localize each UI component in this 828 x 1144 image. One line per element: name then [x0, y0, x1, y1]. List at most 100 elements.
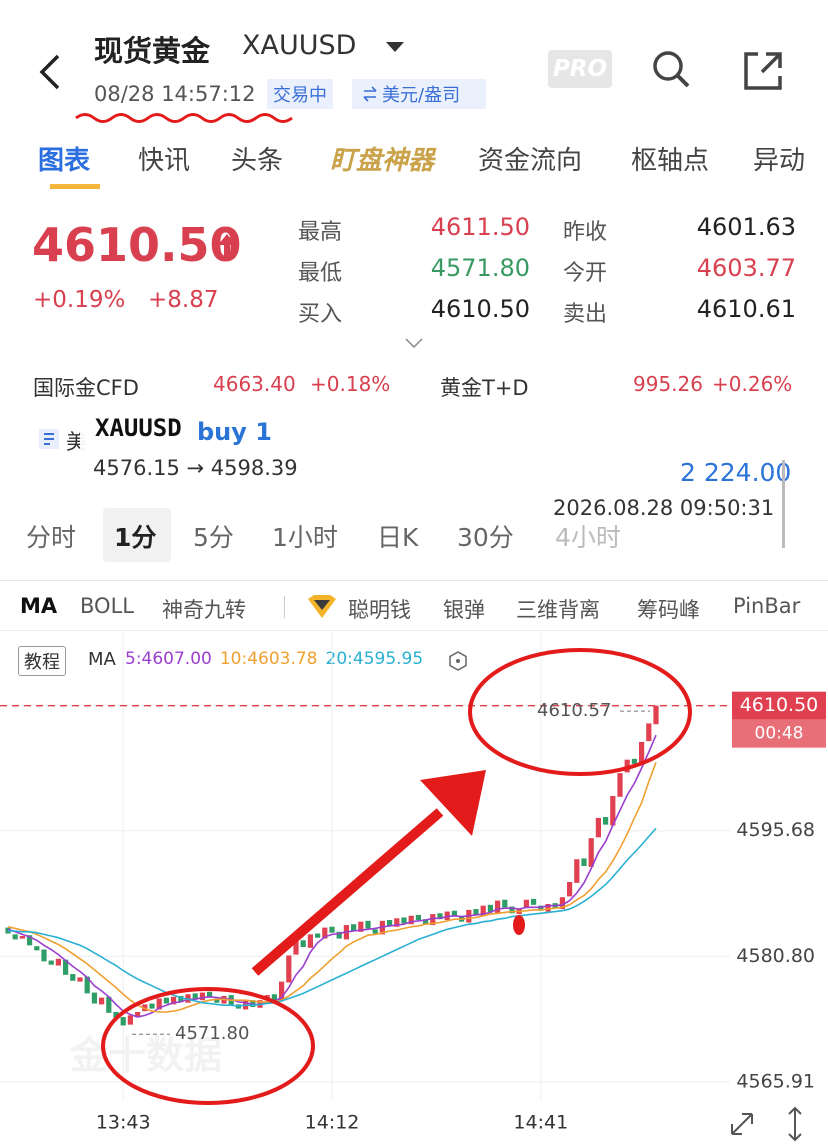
candle — [149, 1003, 155, 1009]
period-selected-bg — [103, 508, 171, 562]
field-value: 4603.77 — [696, 254, 796, 282]
candle — [199, 992, 205, 1001]
tab[interactable]: 头条 — [231, 146, 284, 176]
share-icon[interactable] — [742, 50, 784, 92]
candle — [271, 994, 277, 1002]
candle — [531, 898, 537, 905]
candle — [437, 913, 443, 920]
pro-badge[interactable]: PRO — [548, 50, 612, 88]
candle — [127, 1015, 133, 1025]
candle — [523, 899, 529, 909]
period[interactable]: 1小时 — [272, 523, 338, 552]
candle — [581, 858, 587, 866]
x-tick-label: 14:12 — [305, 1112, 360, 1134]
candle — [120, 1017, 126, 1026]
indicator[interactable]: BOLL — [80, 594, 134, 618]
candle — [19, 936, 25, 939]
candle — [394, 918, 400, 927]
candle — [646, 723, 652, 742]
period[interactable]: 1分 — [114, 523, 157, 552]
candle — [91, 992, 97, 1004]
search-icon[interactable] — [650, 48, 692, 90]
related-price: 4663.40 — [213, 372, 296, 396]
field-label: 卖出 — [563, 302, 608, 327]
price: 4610.50 — [32, 218, 242, 272]
field-value: 4571.80 — [430, 254, 530, 282]
period[interactable]: 4小时 — [555, 523, 621, 552]
period[interactable]: 30分 — [457, 523, 514, 552]
candle — [41, 949, 47, 962]
indicator[interactable]: PinBar — [733, 594, 801, 618]
candle — [451, 910, 457, 917]
candle — [322, 927, 328, 939]
candle — [401, 917, 407, 924]
indicator-bar: MA BOLL 神奇九转 聪明钱 银弹 三维背离 筹码峰 PinBar — [0, 582, 828, 630]
x-tick-label: 13:43 — [96, 1112, 151, 1134]
legend-entry: 5:4607.00 — [125, 649, 212, 669]
candle — [307, 934, 313, 948]
candle — [408, 915, 414, 925]
currency: 美元/盎司 — [382, 85, 461, 106]
candle — [351, 924, 357, 931]
symbol[interactable]: XAUUSD — [242, 30, 357, 61]
legend-entry: 10:4603.78 — [219, 649, 318, 669]
back-icon[interactable] — [36, 52, 64, 92]
candle — [48, 960, 54, 965]
tab-indicator — [50, 184, 100, 189]
candle — [423, 919, 429, 925]
candle — [279, 981, 285, 1002]
tab[interactable]: 盯盘神器 — [330, 146, 435, 176]
field-label: 买入 — [298, 302, 343, 327]
ma-line — [8, 827, 657, 1007]
indicator[interactable]: 聪明钱 — [348, 598, 411, 622]
tab[interactable]: 资金流向 — [478, 146, 583, 176]
indicator[interactable]: 神奇九转 — [162, 598, 246, 622]
y-tick-label: 4580.80 — [736, 945, 815, 967]
field-value: 4611.50 — [430, 213, 530, 241]
candle — [336, 931, 342, 939]
candle — [300, 940, 306, 948]
indicator[interactable]: 筹码峰 — [637, 598, 700, 622]
candle — [329, 926, 335, 933]
legend-entry: 20:4595.95 — [325, 649, 424, 669]
swap-icon — [363, 86, 377, 102]
annotation-arrow — [251, 808, 444, 976]
countdown: 00:48 — [755, 724, 804, 744]
annotation-circle — [101, 987, 315, 1105]
field-label: 最低 — [298, 261, 343, 286]
currency-badge — [352, 79, 486, 109]
related-price: 995.26 — [633, 372, 703, 396]
candle — [495, 900, 501, 914]
candle — [84, 976, 90, 994]
indicator[interactable]: 银弹 — [443, 598, 485, 622]
annotation-arrowhead — [420, 770, 486, 836]
tab[interactable]: 异动 — [753, 146, 806, 176]
related-name[interactable]: 国际金CFD — [33, 376, 139, 400]
related-name[interactable]: 黄金T+D — [440, 376, 529, 400]
popup-amount: 2 224.00 — [680, 458, 792, 487]
title: 现货黄金 — [94, 34, 211, 68]
period[interactable]: 分时 — [26, 523, 77, 552]
candle — [12, 934, 18, 940]
candle — [55, 958, 61, 966]
candle — [286, 955, 292, 983]
tab[interactable]: 枢轴点 — [631, 146, 710, 176]
indicator[interactable]: MA — [20, 594, 58, 618]
dropdown-icon[interactable] — [386, 40, 406, 54]
period[interactable]: 5分 — [193, 523, 234, 552]
settings-icon[interactable] — [448, 651, 468, 671]
expand-chevron[interactable] — [404, 337, 424, 349]
indicator[interactable]: 三维背离 — [516, 598, 600, 622]
candle — [207, 991, 213, 998]
candle — [214, 998, 220, 1003]
tutorial-button[interactable]: 教程 — [18, 646, 66, 676]
period[interactable]: 日K — [377, 523, 419, 552]
ma-line — [7, 762, 657, 1013]
tab[interactable]: 图表 — [38, 146, 91, 176]
tab[interactable]: 快讯 — [138, 146, 191, 176]
change: +8.87 — [148, 287, 219, 313]
separator — [284, 596, 285, 618]
x-tick-label: 14:41 — [513, 1112, 568, 1134]
